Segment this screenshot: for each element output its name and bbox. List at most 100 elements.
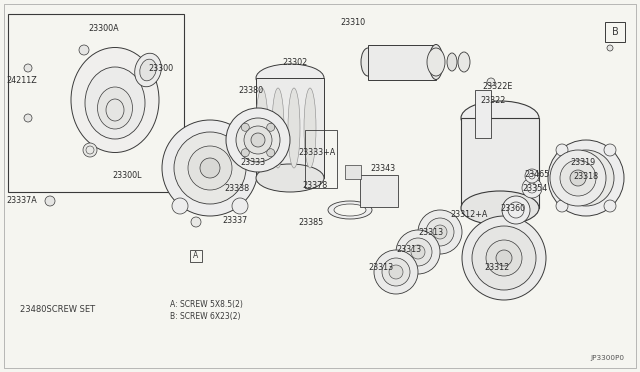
Circle shape bbox=[396, 230, 440, 274]
Circle shape bbox=[502, 196, 530, 224]
Text: A: A bbox=[193, 251, 198, 260]
Ellipse shape bbox=[85, 67, 145, 139]
Bar bbox=[368, 45, 436, 80]
Circle shape bbox=[24, 114, 32, 122]
Text: 23300A: 23300A bbox=[88, 23, 118, 32]
Ellipse shape bbox=[97, 87, 132, 129]
Text: 23319: 23319 bbox=[570, 157, 595, 167]
Circle shape bbox=[83, 143, 97, 157]
Text: 23300L: 23300L bbox=[112, 170, 141, 180]
Bar bbox=[305, 130, 337, 188]
Text: 23378: 23378 bbox=[302, 180, 327, 189]
Bar bbox=[345, 165, 361, 179]
Circle shape bbox=[487, 78, 495, 86]
Circle shape bbox=[200, 158, 220, 178]
Circle shape bbox=[244, 126, 272, 154]
Bar bbox=[8, 14, 184, 192]
Text: 23360: 23360 bbox=[500, 203, 525, 212]
Ellipse shape bbox=[256, 164, 324, 192]
Ellipse shape bbox=[361, 48, 375, 76]
Bar bbox=[605, 22, 625, 42]
Text: 23333+A: 23333+A bbox=[298, 148, 335, 157]
Text: 23465: 23465 bbox=[524, 170, 549, 179]
Circle shape bbox=[236, 118, 280, 162]
Circle shape bbox=[45, 196, 55, 206]
Text: 23354: 23354 bbox=[522, 183, 547, 192]
Text: 23322: 23322 bbox=[480, 96, 506, 105]
Text: 24211Z: 24211Z bbox=[6, 76, 36, 84]
Circle shape bbox=[174, 132, 246, 204]
Circle shape bbox=[548, 140, 624, 216]
Text: 23322E: 23322E bbox=[482, 81, 513, 90]
Text: B: SCREW 6X23(2): B: SCREW 6X23(2) bbox=[170, 312, 241, 321]
Bar bbox=[360, 175, 398, 207]
Circle shape bbox=[389, 265, 403, 279]
Circle shape bbox=[426, 218, 454, 246]
Circle shape bbox=[522, 178, 542, 198]
Ellipse shape bbox=[256, 88, 268, 168]
Circle shape bbox=[604, 144, 616, 156]
Bar bbox=[461, 118, 539, 208]
Text: 23313: 23313 bbox=[396, 246, 421, 254]
Circle shape bbox=[570, 170, 586, 186]
Ellipse shape bbox=[461, 101, 539, 135]
Circle shape bbox=[241, 149, 249, 157]
Text: 23380: 23380 bbox=[238, 86, 263, 94]
Ellipse shape bbox=[140, 59, 156, 81]
Circle shape bbox=[525, 169, 539, 183]
Circle shape bbox=[604, 200, 616, 212]
Circle shape bbox=[382, 258, 410, 286]
Text: 23312: 23312 bbox=[484, 263, 509, 273]
Circle shape bbox=[232, 198, 248, 214]
Text: 23312+A: 23312+A bbox=[450, 209, 488, 218]
Ellipse shape bbox=[458, 52, 470, 72]
Circle shape bbox=[191, 217, 201, 227]
Bar bbox=[256, 78, 324, 178]
Ellipse shape bbox=[71, 48, 159, 153]
Circle shape bbox=[607, 45, 613, 51]
Ellipse shape bbox=[334, 204, 366, 216]
Text: 23310: 23310 bbox=[340, 17, 365, 26]
Ellipse shape bbox=[272, 88, 284, 168]
Bar bbox=[475, 90, 491, 138]
Circle shape bbox=[496, 250, 512, 266]
Ellipse shape bbox=[429, 45, 443, 80]
Circle shape bbox=[472, 226, 536, 290]
Text: 23338: 23338 bbox=[224, 183, 249, 192]
Circle shape bbox=[556, 144, 568, 156]
Text: 23300: 23300 bbox=[148, 64, 173, 73]
Ellipse shape bbox=[328, 201, 372, 219]
Text: A: SCREW 5X8.5(2): A: SCREW 5X8.5(2) bbox=[170, 301, 243, 310]
Circle shape bbox=[241, 123, 249, 131]
Ellipse shape bbox=[461, 191, 539, 225]
Circle shape bbox=[162, 120, 258, 216]
Text: 23337: 23337 bbox=[222, 215, 247, 224]
Ellipse shape bbox=[134, 53, 161, 87]
Text: 23385: 23385 bbox=[298, 218, 323, 227]
Circle shape bbox=[560, 160, 596, 196]
Circle shape bbox=[188, 146, 232, 190]
Circle shape bbox=[24, 64, 32, 72]
Circle shape bbox=[568, 160, 604, 196]
Circle shape bbox=[267, 123, 275, 131]
Text: 23313: 23313 bbox=[368, 263, 393, 273]
Text: 23313: 23313 bbox=[418, 228, 443, 237]
Ellipse shape bbox=[447, 53, 457, 71]
Circle shape bbox=[558, 150, 614, 206]
Text: B: B bbox=[612, 27, 618, 37]
Text: 23343: 23343 bbox=[370, 164, 395, 173]
Circle shape bbox=[418, 210, 462, 254]
Text: 23337A: 23337A bbox=[6, 196, 36, 205]
Bar bbox=[190, 250, 202, 262]
Text: 23318: 23318 bbox=[573, 171, 598, 180]
Text: 23302: 23302 bbox=[282, 58, 307, 67]
Circle shape bbox=[411, 245, 425, 259]
Text: JP3300P0: JP3300P0 bbox=[590, 355, 624, 361]
Circle shape bbox=[578, 170, 594, 186]
Circle shape bbox=[462, 216, 546, 300]
Circle shape bbox=[79, 45, 89, 55]
Circle shape bbox=[267, 149, 275, 157]
Ellipse shape bbox=[256, 64, 324, 92]
Text: 23480SCREW SET: 23480SCREW SET bbox=[20, 305, 95, 314]
Circle shape bbox=[433, 225, 447, 239]
